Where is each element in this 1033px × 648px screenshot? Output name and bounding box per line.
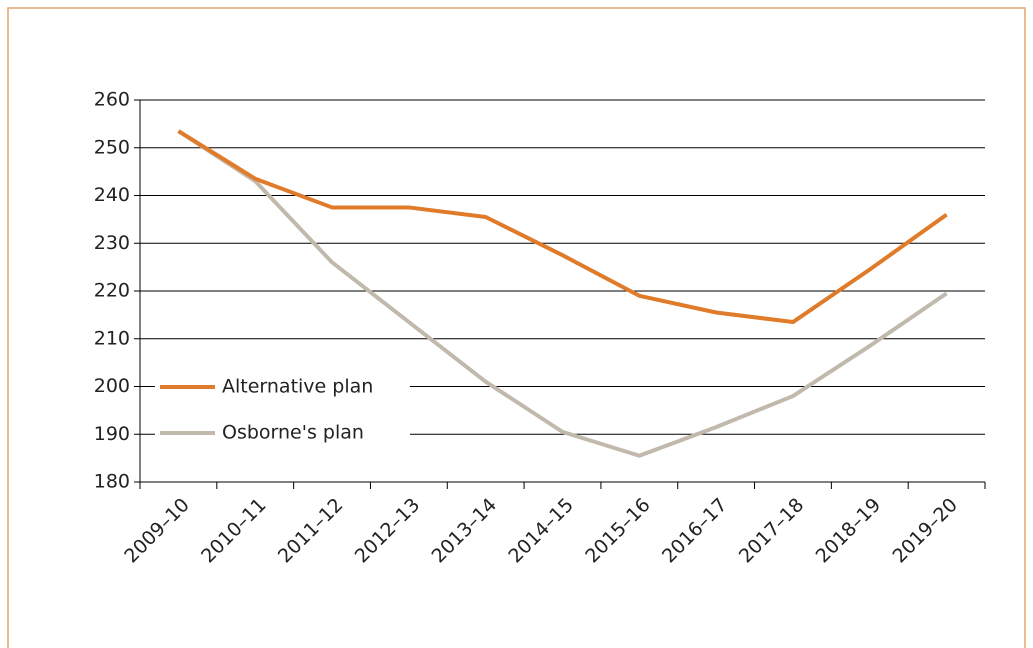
y-tick-label: 230	[94, 232, 130, 254]
y-tick-label: 220	[94, 280, 130, 302]
y-tick-label: 240	[94, 184, 130, 206]
y-tick-label: 250	[94, 136, 130, 158]
legend-label: Osborne's plan	[222, 422, 364, 444]
x-tick-label: 2011–12	[274, 494, 348, 568]
x-tick-label: 2015–16	[581, 494, 655, 568]
x-tick-label: 2012–13	[351, 494, 425, 568]
legend-label: Alternative plan	[222, 376, 373, 398]
x-tick-label: 2013–14	[428, 494, 502, 568]
y-tick-label: 260	[94, 89, 130, 111]
legend-box	[155, 365, 410, 455]
y-tick-label: 210	[94, 327, 130, 349]
x-tick-label: 2009–10	[120, 494, 194, 568]
x-tick-label: 2017–18	[735, 494, 809, 568]
y-tick-label: 190	[94, 423, 130, 445]
x-tick-label: 2018–19	[812, 494, 886, 568]
x-tick-label: 2016–17	[658, 494, 732, 568]
frame	[7, 7, 1026, 648]
y-tick-label: 180	[94, 471, 130, 493]
series-line	[177, 129, 948, 325]
x-tick-label: 2019–20	[888, 494, 962, 568]
x-tick-label: 2010–11	[197, 494, 271, 568]
x-tick-label: 2014–15	[504, 494, 578, 568]
series-line	[177, 129, 948, 458]
y-tick-label: 200	[94, 375, 130, 397]
